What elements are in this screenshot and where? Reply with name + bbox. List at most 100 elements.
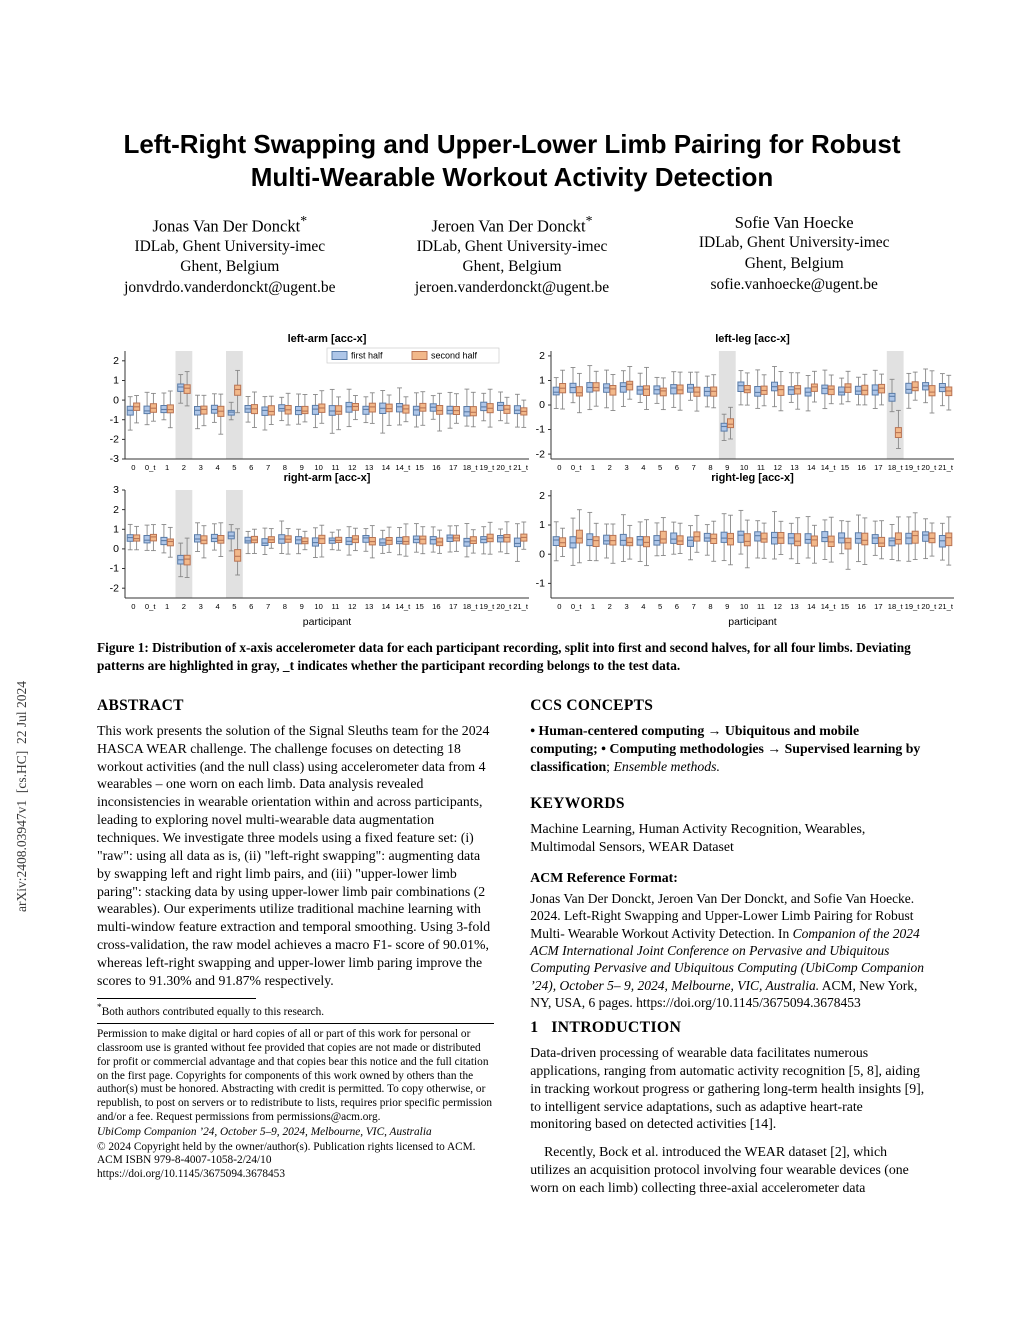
svg-text:1: 1	[539, 519, 545, 531]
svg-text:right-leg [acc-x]: right-leg [acc-x]	[711, 472, 794, 484]
svg-text:0_t: 0_t	[571, 463, 582, 472]
svg-text:-1: -1	[110, 563, 119, 575]
svg-text:2: 2	[182, 463, 186, 472]
svg-text:participant: participant	[303, 616, 352, 628]
svg-text:20_t: 20_t	[496, 602, 512, 611]
svg-text:13: 13	[365, 602, 373, 611]
svg-text:-1: -1	[536, 578, 545, 590]
svg-text:2: 2	[608, 602, 612, 611]
svg-text:5: 5	[658, 602, 662, 611]
svg-text:3: 3	[624, 602, 628, 611]
svg-text:17: 17	[874, 463, 882, 472]
svg-text:4: 4	[215, 463, 219, 472]
svg-text:0: 0	[539, 549, 545, 561]
svg-text:2: 2	[182, 602, 186, 611]
svg-text:0: 0	[131, 463, 135, 472]
svg-text:2: 2	[539, 490, 545, 502]
svg-text:16: 16	[432, 463, 440, 472]
svg-text:20_t: 20_t	[921, 602, 937, 611]
svg-text:16: 16	[857, 463, 865, 472]
svg-text:8: 8	[708, 463, 712, 472]
svg-text:3: 3	[199, 463, 203, 472]
svg-text:21_t: 21_t	[938, 463, 954, 472]
svg-text:3: 3	[199, 602, 203, 611]
svg-text:11: 11	[757, 463, 765, 472]
svg-text:20_t: 20_t	[921, 463, 937, 472]
svg-text:9: 9	[725, 602, 729, 611]
svg-text:1: 1	[591, 602, 595, 611]
svg-text:15: 15	[841, 602, 849, 611]
svg-text:participant: participant	[728, 616, 777, 628]
svg-text:15: 15	[415, 602, 423, 611]
svg-text:1: 1	[591, 463, 595, 472]
svg-text:left-leg [acc-x]: left-leg [acc-x]	[715, 333, 790, 345]
svg-text:8: 8	[708, 602, 712, 611]
svg-text:6: 6	[249, 602, 253, 611]
svg-text:17: 17	[874, 602, 882, 611]
svg-text:1: 1	[539, 375, 545, 387]
svg-text:7: 7	[692, 602, 696, 611]
svg-text:second half: second half	[431, 351, 478, 361]
svg-text:8: 8	[283, 602, 287, 611]
svg-text:2: 2	[113, 355, 119, 367]
svg-text:2: 2	[539, 350, 545, 362]
svg-text:12: 12	[773, 463, 781, 472]
svg-text:1: 1	[165, 463, 169, 472]
svg-text:0: 0	[113, 543, 119, 555]
svg-text:18_t: 18_t	[888, 463, 904, 472]
svg-text:0: 0	[557, 463, 561, 472]
svg-text:6: 6	[249, 463, 253, 472]
svg-text:2: 2	[608, 463, 612, 472]
svg-text:7: 7	[692, 463, 696, 472]
svg-text:14_t: 14_t	[395, 602, 411, 611]
svg-text:11: 11	[331, 602, 339, 611]
svg-text:21_t: 21_t	[513, 463, 529, 472]
svg-text:9: 9	[300, 602, 304, 611]
svg-text:5: 5	[232, 602, 236, 611]
svg-text:9: 9	[300, 463, 304, 472]
svg-text:3: 3	[624, 463, 628, 472]
svg-text:19_t: 19_t	[905, 602, 921, 611]
svg-text:14_t: 14_t	[821, 602, 837, 611]
svg-text:4: 4	[215, 602, 219, 611]
svg-text:19_t: 19_t	[480, 463, 496, 472]
svg-text:14_t: 14_t	[821, 463, 837, 472]
svg-text:2: 2	[113, 504, 119, 516]
svg-text:7: 7	[266, 602, 270, 611]
svg-text:13: 13	[790, 602, 798, 611]
svg-text:21_t: 21_t	[938, 602, 954, 611]
svg-text:6: 6	[675, 602, 679, 611]
svg-text:13: 13	[365, 463, 373, 472]
svg-text:17: 17	[449, 463, 457, 472]
svg-text:7: 7	[266, 463, 270, 472]
svg-text:3: 3	[113, 484, 119, 496]
svg-text:19_t: 19_t	[480, 602, 496, 611]
svg-text:13: 13	[790, 463, 798, 472]
svg-text:10: 10	[314, 602, 322, 611]
svg-text:18_t: 18_t	[888, 602, 904, 611]
svg-text:5: 5	[658, 463, 662, 472]
svg-text:20_t: 20_t	[496, 463, 512, 472]
svg-text:1: 1	[113, 524, 119, 536]
svg-text:5: 5	[232, 463, 236, 472]
svg-text:14: 14	[807, 463, 815, 472]
svg-text:left-arm [acc-x]: left-arm [acc-x]	[288, 333, 367, 345]
svg-text:18_t: 18_t	[463, 463, 479, 472]
svg-text:0: 0	[113, 395, 119, 407]
svg-text:21_t: 21_t	[513, 602, 529, 611]
svg-text:17: 17	[449, 602, 457, 611]
svg-text:first half: first half	[351, 351, 383, 361]
svg-text:11: 11	[757, 602, 765, 611]
svg-text:14: 14	[382, 463, 390, 472]
svg-text:12: 12	[348, 463, 356, 472]
svg-text:10: 10	[740, 463, 748, 472]
svg-text:12: 12	[773, 602, 781, 611]
svg-text:15: 15	[841, 463, 849, 472]
svg-text:10: 10	[314, 463, 322, 472]
svg-text:-3: -3	[110, 453, 119, 465]
svg-text:0_t: 0_t	[145, 602, 156, 611]
svg-text:4: 4	[641, 602, 645, 611]
svg-text:0: 0	[539, 399, 545, 411]
svg-text:14: 14	[382, 602, 390, 611]
svg-text:1: 1	[113, 375, 119, 387]
